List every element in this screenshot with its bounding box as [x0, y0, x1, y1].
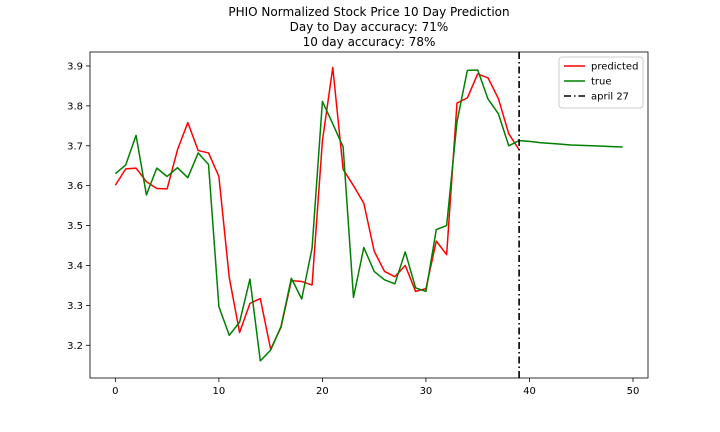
x-tick-label: 20 [316, 386, 329, 397]
title-line: 10 day accuracy: 78% [303, 35, 436, 49]
x-tick-label: 40 [523, 386, 536, 397]
y-tick-label: 3.5 [67, 221, 83, 232]
legend: predicted true april 27 [558, 56, 644, 109]
title-line: PHIO Normalized Stock Price 10 Day Predi… [228, 5, 509, 19]
y-tick-label: 3.8 [67, 101, 83, 112]
y-tick-label: 3.4 [67, 261, 83, 272]
title-line: Day to Day accuracy: 71% [290, 20, 449, 34]
plot-frame [89, 51, 649, 379]
plot-area [89, 51, 649, 379]
series-group [114, 66, 623, 362]
x-tick-label: 0 [112, 386, 118, 397]
x-tick-label: 50 [627, 386, 640, 397]
series-line-predicted [114, 66, 520, 351]
series-line-true [114, 69, 623, 362]
x-axis: 0 10 20 30 40 50 [112, 378, 639, 397]
y-tick-label: 3.2 [67, 341, 83, 352]
y-tick-label: 3.6 [67, 181, 83, 192]
x-tick-label: 30 [420, 386, 433, 397]
y-tick-label: 3.3 [67, 301, 83, 312]
legend-label: true [591, 77, 612, 88]
x-tick-label: 10 [213, 386, 226, 397]
y-tick-label: 3.9 [67, 61, 83, 72]
y-axis: 3.2 3.3 3.4 3.5 3.6 3.7 3.8 3.9 [67, 61, 90, 352]
legend-label: predicted [591, 62, 638, 73]
chart-title: PHIO Normalized Stock Price 10 Day Predi… [228, 5, 509, 49]
legend-label: april 27 [591, 92, 629, 103]
y-tick-label: 3.7 [67, 141, 83, 152]
